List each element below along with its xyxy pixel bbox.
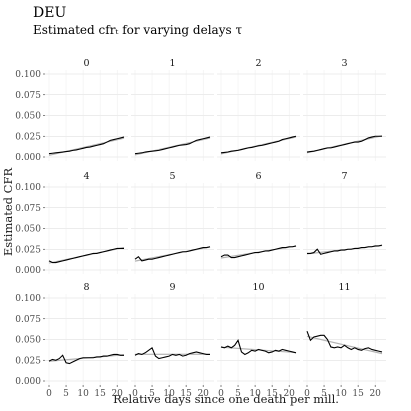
series-line — [134, 246, 211, 262]
x-tick-label: 20 — [111, 389, 123, 399]
x-tick-label: 0 — [46, 389, 52, 399]
y-tick-label: 0.000 — [15, 266, 41, 276]
y-tick-label: 0.075 — [15, 315, 41, 325]
y-tick-label: 0.100 — [15, 70, 41, 80]
y-tick-label: 0.025 — [15, 245, 41, 255]
y-tick-label: 0.025 — [15, 356, 41, 366]
x-tick-label: 5 — [63, 389, 69, 399]
panel-11: 11 0 5 10 15 20 — [303, 282, 386, 399]
y-tick-label: 0.100 — [15, 294, 41, 304]
series-line — [48, 247, 124, 264]
x-tick-label: 5 — [149, 389, 155, 399]
series-line — [307, 244, 383, 255]
x-tick-label: 15 — [94, 389, 106, 399]
panel-2: 2 — [217, 58, 300, 161]
panel-label: 1 — [169, 58, 175, 69]
y-tick-label: 0.000 — [15, 153, 41, 163]
x-tick-label: 15 — [180, 389, 192, 399]
series-line — [306, 331, 383, 353]
x-tick-label: 10 — [249, 389, 261, 399]
y-tick-label: 0.075 — [15, 91, 41, 101]
panel-3: 3 — [303, 58, 386, 161]
x-tick-label: 20 — [283, 389, 295, 399]
y-tick-label: 0.025 — [15, 132, 41, 142]
x-tick-label: 0 — [132, 389, 138, 399]
y-axis-title: Estimated CFR — [1, 168, 15, 257]
panel-8: 8 0.000 0.025 0.050 0.075 0.100 0 5 10 15 20 — [15, 282, 128, 399]
panel-4: 4 0.000 0.025 0.050 0.075 0.100 — [15, 171, 128, 276]
x-tick-label: 20 — [369, 389, 381, 399]
panel-7: 7 — [303, 171, 386, 274]
y-tick-label: 0.050 — [15, 225, 41, 235]
x-tick-label: 10 — [77, 389, 89, 399]
x-tick-label: 5 — [235, 389, 241, 399]
x-tick-label: 0 — [218, 389, 224, 399]
series-line — [48, 353, 124, 365]
x-tick-label: 10 — [335, 389, 347, 399]
x-axis-title: Relative days since one death per mill. — [113, 392, 339, 406]
panel-label: 4 — [83, 171, 89, 182]
panel-label: 10 — [252, 282, 264, 293]
x-tick-label: 15 — [266, 389, 278, 399]
chart-subtitle: Estimated cfrₜ for varying delays τ — [33, 23, 242, 37]
series-line — [306, 135, 382, 153]
panel-label: 8 — [83, 282, 89, 293]
panel-label: 7 — [341, 171, 347, 182]
panel-label: 3 — [341, 58, 347, 69]
panel-label: 6 — [255, 171, 261, 182]
panel-9: 9 0 5 10 15 20 — [131, 282, 214, 399]
panel-label: 2 — [255, 58, 261, 69]
series-line — [220, 339, 297, 356]
series-line — [220, 245, 297, 259]
panel-label: 0 — [83, 58, 89, 69]
series-line — [220, 135, 297, 154]
panel-6: 6 — [217, 171, 300, 274]
panel-label: 11 — [338, 282, 350, 293]
series-line — [48, 136, 125, 155]
x-tick-label: 5 — [321, 389, 327, 399]
panel-label: 5 — [169, 171, 175, 182]
y-tick-label: 0.075 — [15, 204, 41, 214]
facet-panels: 0 0.000 0.025 0.050 0.075 0.100 1 2 3 4 0.000 0.025… — [15, 58, 386, 399]
y-tick-label: 0.000 — [15, 377, 41, 387]
chart-title: DEU — [33, 5, 66, 21]
panel-0: 0 0.000 0.025 0.050 0.075 0.100 — [15, 58, 128, 163]
series-line — [134, 136, 211, 155]
panel-5: 5 — [131, 171, 214, 274]
panel-1: 1 — [131, 58, 214, 161]
y-tick-label: 0.050 — [15, 112, 41, 122]
panel-label: 9 — [169, 282, 175, 293]
y-tick-label: 0.100 — [15, 183, 41, 193]
x-tick-label: 15 — [352, 389, 364, 399]
x-tick-label: 0 — [304, 389, 310, 399]
series-line — [134, 346, 210, 360]
panel-10: 10 0 5 10 15 20 — [217, 282, 300, 399]
x-tick-label: 10 — [163, 389, 175, 399]
x-tick-label: 20 — [197, 389, 209, 399]
y-tick-label: 0.050 — [15, 336, 41, 346]
